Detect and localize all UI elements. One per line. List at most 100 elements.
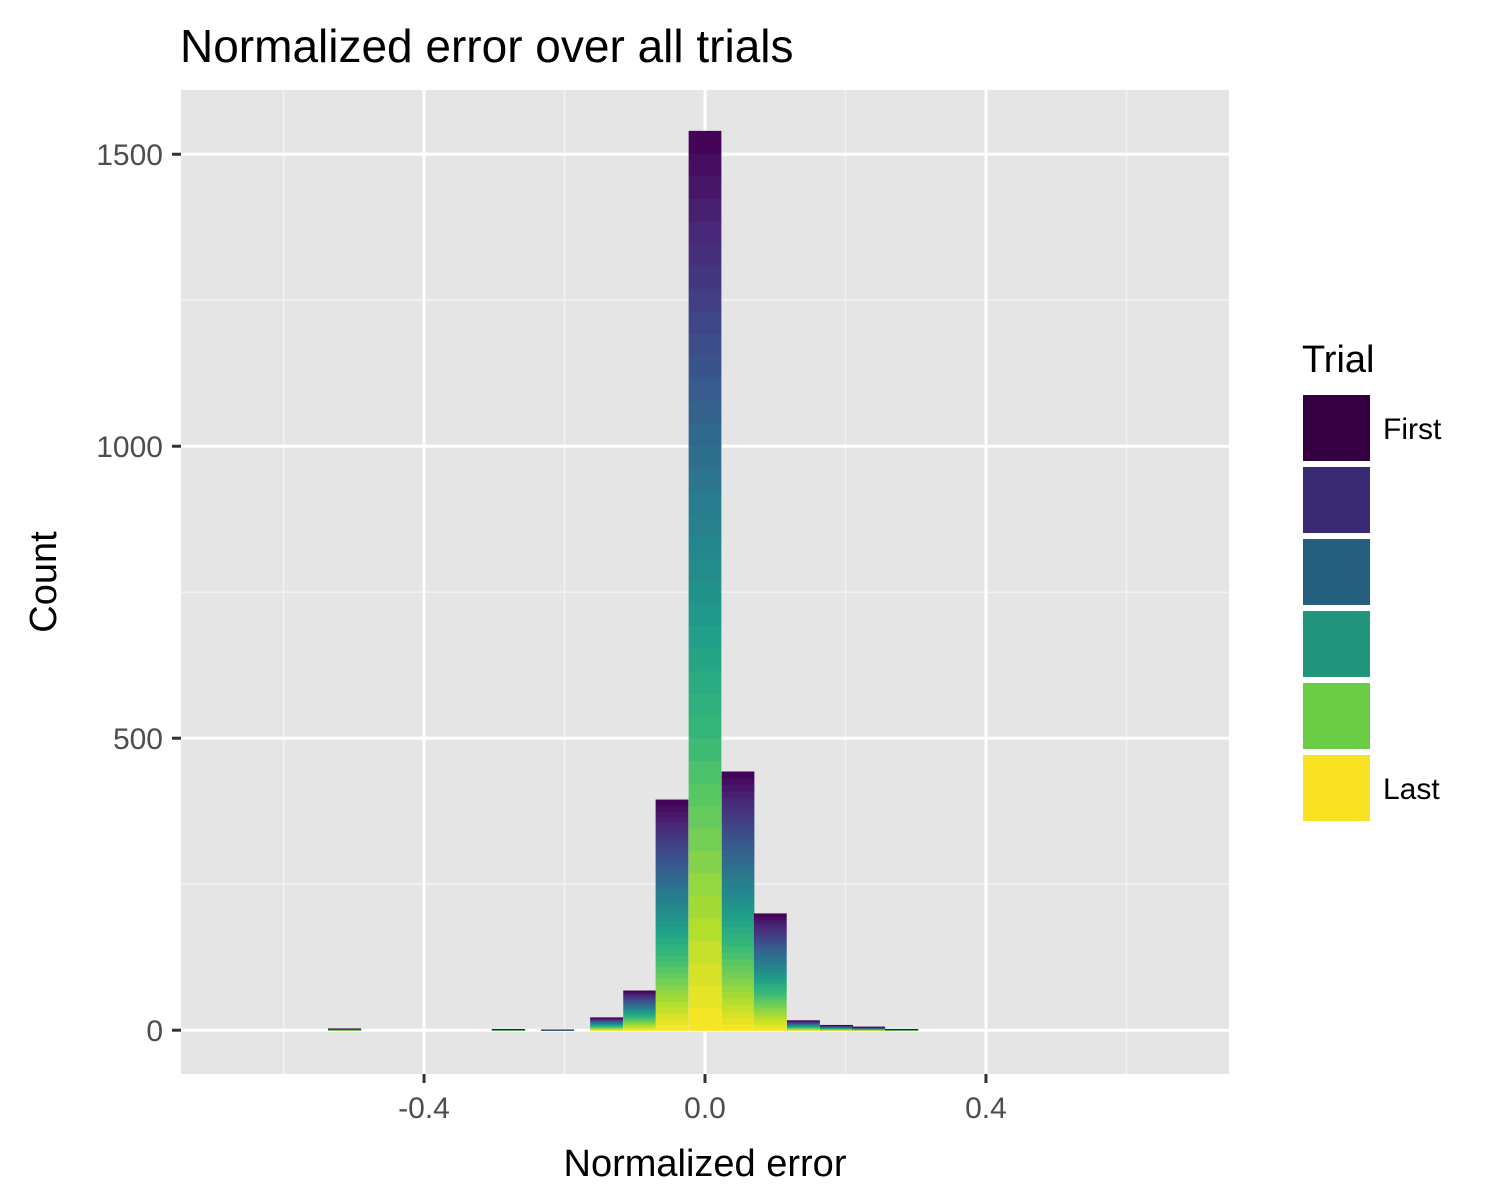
legend-key-label: First — [1383, 413, 1442, 446]
bar-segment — [753, 968, 787, 973]
bar-segment — [753, 922, 787, 926]
bar-segment — [721, 1017, 755, 1025]
bar-segment — [688, 558, 722, 582]
bar-segment — [688, 805, 722, 829]
bar-segment — [623, 993, 657, 996]
bar-segment — [753, 960, 787, 964]
bar-segment — [688, 603, 722, 627]
bar-segment — [753, 916, 787, 920]
bar-segment — [753, 980, 787, 985]
bar-segment — [623, 1007, 657, 1009]
bar-segment — [655, 966, 689, 974]
bar-segment — [655, 943, 689, 951]
bar-segment — [623, 992, 657, 995]
bar-segment — [655, 886, 689, 893]
bar-segment — [688, 985, 722, 1009]
bar-segment — [688, 378, 722, 402]
bar-segment — [721, 887, 755, 895]
bar-segment — [623, 994, 657, 997]
bar-segment — [688, 715, 722, 739]
bar-segment — [753, 1009, 787, 1014]
bar-segment — [753, 963, 787, 967]
chart-title: Normalized error over all trials — [180, 20, 794, 72]
bar-segment — [623, 1011, 657, 1013]
bar-segment — [688, 400, 722, 424]
y-tick-label: 500 — [113, 723, 163, 756]
bar-segment — [753, 995, 787, 999]
bar-segment — [688, 130, 722, 154]
bar-segment — [655, 828, 689, 835]
bar-segment — [623, 996, 657, 999]
bar-segment — [721, 978, 755, 986]
bar-segment — [623, 1001, 657, 1004]
bar-segment — [623, 1014, 657, 1016]
bar-segment — [753, 951, 787, 955]
bar-segment — [623, 1000, 657, 1003]
bar-segment — [655, 961, 689, 968]
bar-segment — [655, 1012, 689, 1020]
bar-segment — [541, 1029, 574, 1031]
bar-segment — [623, 1019, 657, 1021]
bar-segment — [753, 1012, 787, 1017]
bar-segment — [721, 939, 755, 947]
bar-segment — [623, 1026, 657, 1028]
bar-segment — [753, 954, 787, 958]
bar-segment — [623, 1020, 657, 1022]
bar-segment — [753, 1021, 787, 1025]
bar-segment — [623, 1003, 657, 1005]
bar-segment — [753, 977, 787, 982]
bar-segment — [655, 822, 689, 829]
bar-segment — [721, 797, 755, 805]
bar-segment — [753, 989, 787, 993]
bar-segment — [688, 468, 722, 492]
legend-key-swatch — [1303, 467, 1370, 533]
bar-segment — [655, 874, 689, 881]
bar-segment — [688, 917, 722, 941]
histogram-bar — [753, 913, 787, 1031]
bar-segment — [721, 816, 755, 824]
bar-segment — [655, 978, 689, 985]
bar-segment — [721, 997, 755, 1005]
bar-segment — [688, 535, 722, 559]
bar-segment — [688, 355, 722, 379]
bar-segment — [753, 945, 787, 950]
bar-segment — [753, 974, 787, 979]
bar-segment — [753, 986, 787, 990]
bar-segment — [753, 1015, 787, 1020]
bar-segment — [688, 872, 722, 896]
bar-segment — [721, 926, 755, 934]
bar-segment — [721, 920, 755, 928]
bar-segment — [623, 998, 657, 1001]
bar-segment — [753, 933, 787, 938]
bar-segment — [721, 965, 755, 973]
bar-segment — [721, 984, 755, 992]
bar-segment — [753, 1001, 787, 1005]
bar-segment — [721, 810, 755, 818]
bar-segment — [688, 490, 722, 514]
bar-segment — [721, 803, 755, 811]
bar-segment — [655, 805, 689, 812]
bar-segment — [655, 1007, 689, 1014]
bar-segment — [753, 983, 787, 988]
bar-segment — [623, 1018, 657, 1020]
bar-segment — [721, 855, 755, 863]
bar-segment — [721, 959, 755, 967]
bar-segment — [655, 1001, 689, 1008]
legend-key-swatch — [1303, 755, 1370, 821]
x-axis-title: Normalized error — [564, 1143, 847, 1185]
bar-segment — [688, 220, 722, 244]
histogram-bar — [328, 1028, 362, 1031]
x-tick-label: -0.4 — [398, 1092, 450, 1125]
bar-segment — [655, 851, 689, 858]
bar-segment — [623, 999, 657, 1002]
histogram-bar — [491, 1029, 525, 1031]
bar-segment — [688, 850, 722, 874]
bar-segment — [328, 1028, 362, 1030]
bar-segment — [753, 913, 787, 917]
bar-segment — [753, 957, 787, 961]
bar-segment — [688, 940, 722, 964]
bar-segment — [655, 857, 689, 864]
y-axis: 0 500 1000 1500 — [96, 139, 181, 1048]
bar-segment — [623, 1025, 657, 1027]
bar-segment — [688, 310, 722, 334]
